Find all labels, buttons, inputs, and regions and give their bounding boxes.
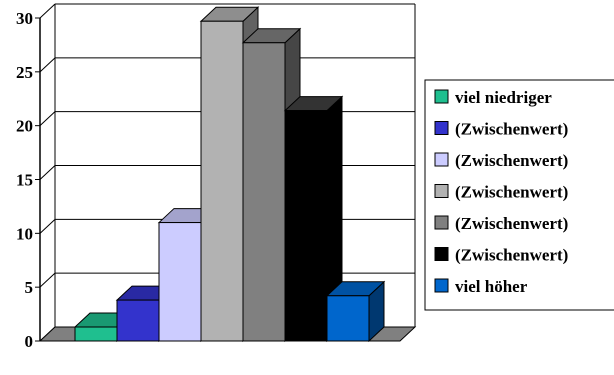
gridline-side — [39, 272, 56, 288]
legend-label: viel niedriger — [455, 88, 552, 107]
legend-label: (Zwischenwert) — [455, 214, 568, 233]
legend-label: (Zwischenwert) — [455, 183, 568, 202]
legend-swatch — [434, 247, 449, 261]
legend-entry: (Zwischenwert) — [434, 183, 568, 202]
bar-front — [242, 42, 286, 342]
legend: viel niedriger (Zwischenwert) (Zwischenwer… — [424, 79, 614, 311]
gridline-side — [39, 57, 56, 73]
bar — [283, 95, 344, 343]
y-tick-label: 25 — [16, 63, 33, 82]
legend-swatch — [434, 215, 449, 230]
bars — [73, 6, 386, 343]
legend-entry: (Zwischenwert) — [434, 214, 568, 233]
legend-label: (Zwischenwert) — [455, 246, 568, 265]
legend-swatch — [434, 121, 449, 135]
gridline-side — [39, 3, 56, 19]
y-tick-label: 0 — [25, 332, 34, 351]
bar-front — [284, 110, 328, 342]
legend-frame — [424, 79, 614, 311]
legend-entry: (Zwischenwert) — [434, 120, 568, 139]
gridline-side — [39, 111, 56, 127]
legend-entry: viel niedriger — [434, 88, 552, 107]
legend-swatch — [434, 184, 449, 198]
bar-front — [200, 20, 244, 342]
y-tick-label: 5 — [25, 278, 34, 297]
bar-front — [74, 326, 118, 342]
legend-label: (Zwischenwert) — [455, 151, 568, 170]
legend-swatch — [434, 89, 449, 104]
y-tick-label: 10 — [16, 224, 33, 243]
legend-swatch — [434, 152, 449, 167]
legend-entry: (Zwischenwert) — [434, 151, 568, 170]
gridline-side — [39, 218, 56, 234]
y-axis: 0 5 10 15 20 25 30 — [16, 9, 41, 351]
bar-front — [158, 222, 202, 342]
bar-front — [326, 295, 370, 342]
y-tick-label: 15 — [16, 171, 33, 190]
gridline-side — [39, 165, 56, 180]
legend-label: (Zwischenwert) — [455, 120, 568, 139]
legend-entry: (Zwischenwert) — [434, 246, 568, 265]
legend-label: viel höher — [455, 277, 528, 296]
legend-swatch — [434, 278, 449, 293]
legend-entry: viel höher — [434, 277, 528, 296]
y-tick-label: 30 — [16, 9, 33, 28]
bar — [325, 280, 386, 343]
y-tick-label: 20 — [16, 117, 33, 136]
bar-front — [116, 299, 160, 342]
